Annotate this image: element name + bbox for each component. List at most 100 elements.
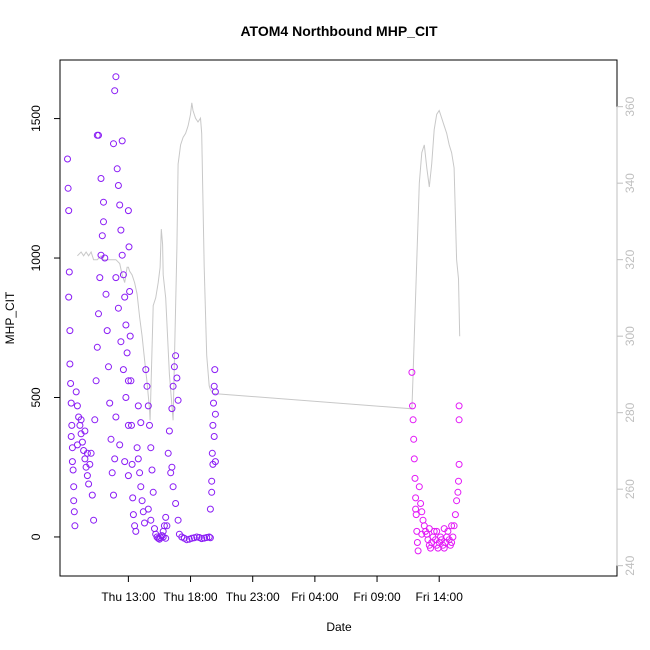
data-point [108, 469, 116, 477]
data-point [168, 463, 176, 471]
data-point [162, 534, 170, 542]
data-point [410, 455, 418, 463]
data-point [116, 201, 124, 209]
data-point [118, 137, 126, 145]
data-point [124, 472, 132, 480]
data-point [209, 421, 217, 429]
data-point [167, 469, 175, 477]
data-point [85, 480, 93, 488]
data-point [118, 251, 126, 259]
y2-tick-label: 260 [623, 479, 637, 499]
data-point [418, 508, 426, 516]
data-point [100, 218, 107, 226]
data-point [68, 421, 76, 429]
data-point [67, 399, 75, 407]
data-point [163, 522, 171, 530]
data-point [193, 533, 201, 541]
data-point [97, 175, 105, 182]
data-point [70, 508, 78, 516]
data-point [87, 449, 95, 457]
data-point [100, 198, 107, 206]
data-point [124, 377, 132, 385]
data-point [73, 402, 81, 410]
data-point [143, 382, 151, 390]
y-axis-left: 0 500 1000 1500 [29, 105, 61, 540]
y2-tick-label: 360 [623, 96, 637, 116]
data-point [142, 366, 150, 374]
data-point [455, 460, 463, 468]
data-point [127, 377, 135, 385]
data-point [70, 497, 78, 505]
data-point [144, 505, 152, 513]
data-point [68, 458, 76, 466]
x-tick-label: Thu 23:00 [226, 590, 280, 604]
data-point [90, 516, 98, 524]
data-point [69, 466, 77, 474]
data-point [72, 388, 80, 396]
data-point [141, 519, 148, 527]
data-point [65, 293, 73, 301]
data-point [92, 377, 100, 385]
data-point [81, 455, 89, 463]
data-point [66, 327, 74, 335]
data-point [116, 441, 124, 449]
chart-title: ATOM4 Northbound MHP_CIT [240, 23, 437, 39]
data-point [117, 226, 125, 234]
data-point [122, 321, 130, 329]
data-point [102, 290, 110, 298]
x-tick-label: Thu 18:00 [164, 590, 218, 604]
data-point [121, 293, 129, 301]
data-point [164, 449, 172, 457]
data-point [455, 416, 463, 424]
data-point [211, 410, 219, 418]
data-point [168, 405, 176, 413]
data-point [122, 394, 130, 401]
data-point [183, 536, 191, 544]
data-point [132, 527, 140, 535]
data-point [88, 491, 96, 499]
data-point [440, 525, 448, 533]
data-point [211, 458, 219, 466]
y2-tick-label: 320 [623, 249, 637, 269]
data-point [76, 421, 84, 429]
y-tick-label: 1500 [29, 105, 43, 132]
data-point [211, 366, 219, 374]
x-tick-label: Fri 14:00 [416, 590, 464, 604]
data-point [144, 402, 152, 410]
x-axis-label: Date [326, 620, 352, 634]
data-point [151, 525, 158, 533]
data-point [453, 497, 461, 505]
data-point [119, 366, 127, 374]
data-point [110, 140, 117, 148]
data-point [123, 349, 131, 357]
data-point [172, 352, 180, 360]
data-point [146, 421, 153, 429]
data-point [170, 363, 178, 371]
data-point [455, 477, 462, 485]
data-point [134, 455, 142, 463]
data-point [411, 474, 419, 482]
y2-tick-label: 300 [623, 326, 637, 346]
data-point [111, 455, 119, 463]
data-point [112, 413, 120, 421]
data-point [413, 539, 421, 546]
data-point [210, 382, 218, 390]
data-point [188, 534, 196, 542]
data-point [206, 505, 214, 513]
y-axis-right: 240 260 280 300 320 340 360 [616, 96, 637, 576]
data-point [415, 483, 423, 491]
data-point [93, 343, 101, 351]
data-point [126, 332, 134, 340]
y-tick-label: 500 [29, 387, 43, 407]
data-point [149, 488, 157, 496]
data-point [136, 469, 144, 477]
x-tick-label: Fri 09:00 [353, 590, 401, 604]
data-point [208, 477, 216, 485]
data-point [81, 427, 89, 435]
data-point [198, 535, 206, 543]
data-point [174, 516, 182, 524]
data-point [105, 363, 112, 371]
right-axis-series-layer [77, 102, 461, 421]
